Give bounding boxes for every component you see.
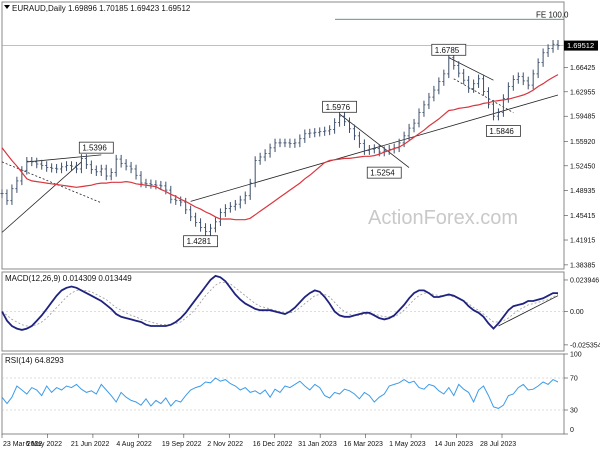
- rsi-tick-label: 100: [570, 352, 582, 359]
- price-annotation-label: 1.5846: [489, 127, 514, 136]
- price-tick-label: 1.52450: [570, 163, 595, 170]
- macd-line: [1, 274, 558, 331]
- macd-title: MACD(12,26,9) 0.014309 0.013449: [5, 274, 132, 283]
- last-price-label: 1.69512: [567, 41, 594, 50]
- title-marker-icon: [4, 5, 10, 9]
- trend-line: [26, 154, 102, 163]
- price-annotation-label: 1.4281: [187, 237, 212, 246]
- x-tick-label: 19 Sep 2022: [162, 441, 202, 448]
- x-tick-label: 4 Aug 2022: [116, 441, 152, 448]
- price-tick-label: 1.45415: [570, 213, 595, 220]
- rsi-tick-label: 70: [570, 376, 578, 383]
- price-annotation-box: [366, 166, 402, 179]
- price-tick-label: 1.66425: [570, 65, 595, 72]
- moving-average-line: [1, 74, 559, 221]
- price-annotation-label: 1.5396: [82, 144, 107, 153]
- watermark: ActionForex.com: [368, 207, 518, 229]
- x-tick-label: 23 Mar 2022: [3, 441, 42, 448]
- macd-tick-label: 0.00: [570, 309, 584, 316]
- x-tick-label: 21 Jun 2022: [71, 441, 110, 448]
- price-annotation-box: [322, 100, 357, 113]
- x-tick-label: 6 May 2022: [25, 441, 62, 448]
- price-annotation-label: 1.5976: [326, 103, 351, 112]
- x-tick-label: 2 Nov 2022: [207, 441, 243, 448]
- price-annotation-box: [78, 141, 114, 154]
- price-annotation-label: 1.5254: [370, 169, 395, 178]
- price-annotation-box: [485, 125, 521, 137]
- rsi-title: RSI(14) 64.8293: [5, 356, 64, 365]
- price-annotation-label: 1.6785: [435, 46, 460, 55]
- rsi-tick-label: 30: [570, 408, 578, 415]
- price-tick-label: 1.41915: [570, 238, 595, 245]
- price-tick-label: 1.55920: [570, 139, 595, 146]
- macd-tick-label: 0.023946: [570, 277, 599, 284]
- rsi-panel: [1, 353, 565, 435]
- price-title: EURAUD,Daily 1.69896 1.70185 1.69423 1.6…: [12, 4, 191, 13]
- price-tick-label: 1.38385: [570, 262, 595, 269]
- x-tick-label: 28 Jul 2023: [480, 441, 516, 448]
- macd-signal-line: [1, 282, 559, 327]
- rsi-line: [1, 377, 559, 409]
- rsi-tick-label: 0: [570, 427, 574, 434]
- macd-trend-line: [498, 295, 559, 327]
- macd-tick-label: -0.025354: [570, 342, 600, 349]
- last-price-box: [564, 40, 598, 51]
- x-tick-label: 16 Dec 2022: [253, 441, 293, 448]
- price-annotation-box: [183, 235, 218, 248]
- trend-line: [448, 57, 494, 81]
- x-tick-label: 16 Mar 2023: [344, 441, 383, 448]
- x-tick-label: 14 Jun 2023: [435, 441, 474, 448]
- x-tick-label: 1 May 2023: [389, 441, 426, 448]
- price-tick-label: 1.48935: [570, 188, 595, 195]
- price-annotation-box: [431, 43, 467, 56]
- price-panel: [1, 1, 565, 270]
- x-tick-label: 31 Jan 2023: [298, 441, 337, 448]
- price-tick-label: 1.62955: [570, 89, 595, 96]
- trend-line: [339, 113, 410, 168]
- price-tick-label: 1.59485: [570, 114, 595, 121]
- trend-line: [1, 161, 82, 233]
- fe-label: FE 100.0: [536, 10, 569, 19]
